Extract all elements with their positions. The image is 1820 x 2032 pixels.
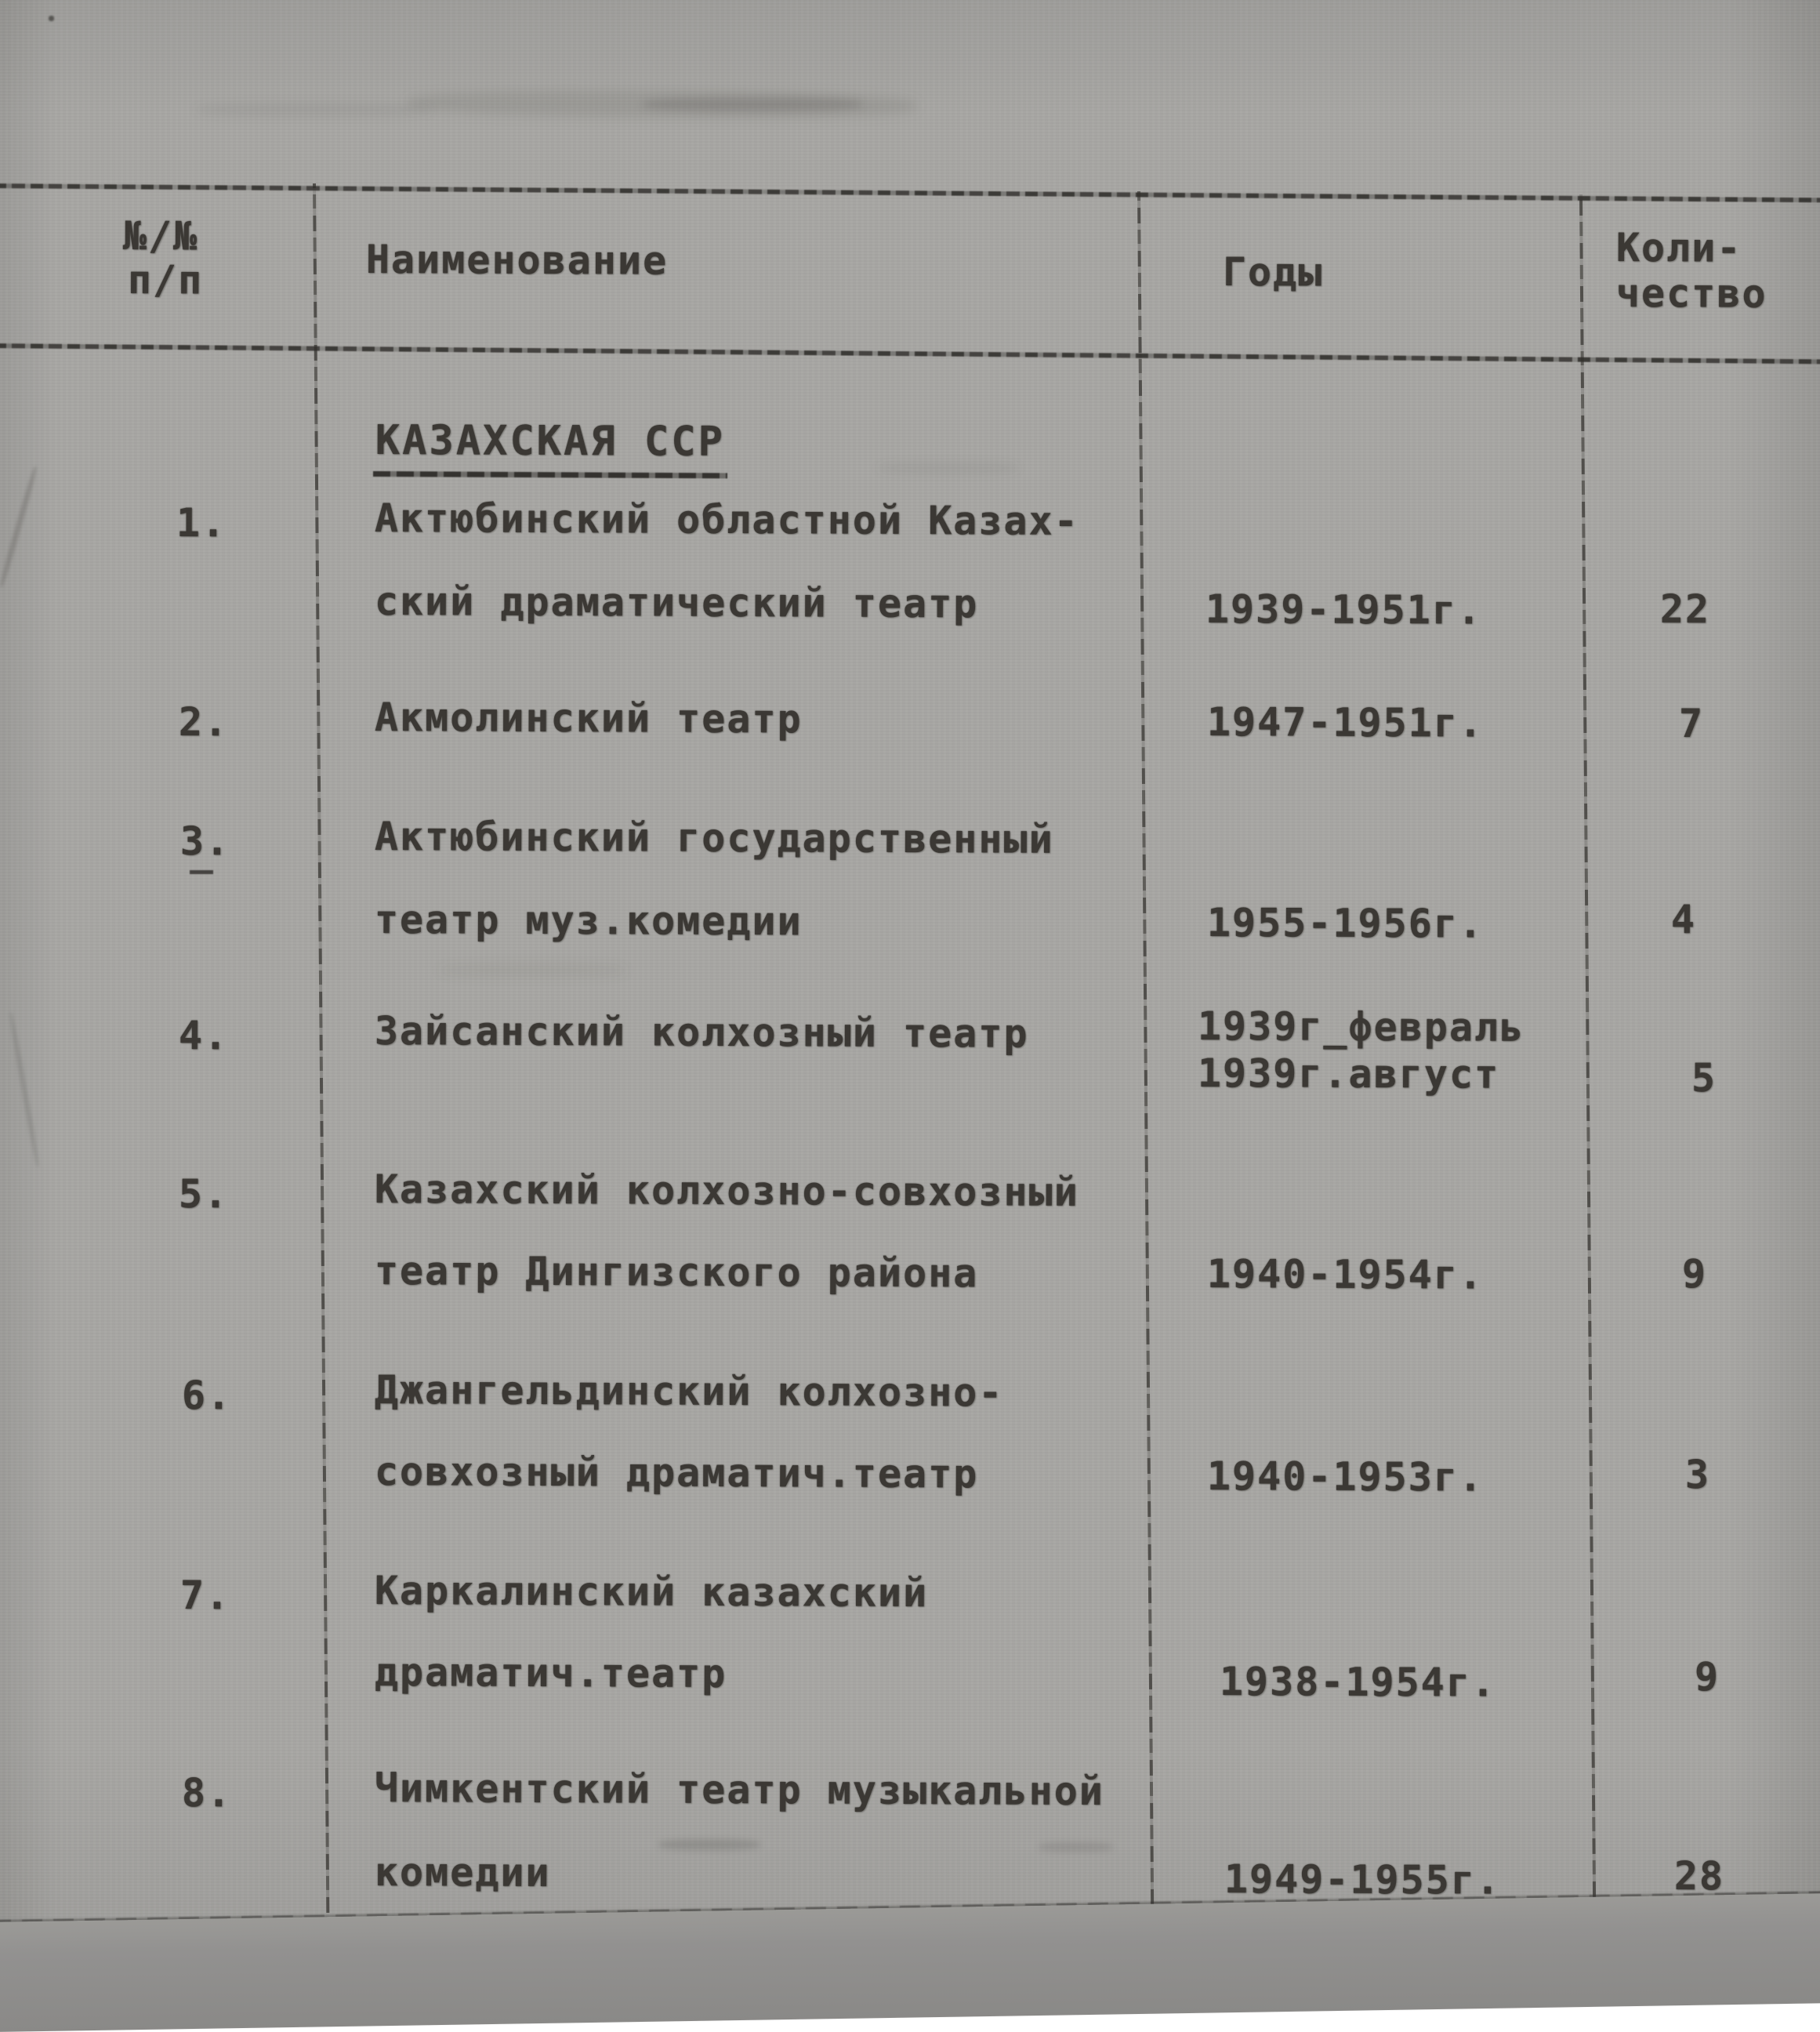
row-name-line: драматич.театр xyxy=(374,1649,727,1696)
row-count: 9 xyxy=(1681,1251,1708,1297)
row-name-line: совхозный драматич.театр xyxy=(374,1449,979,1497)
header-num-line: №/№ xyxy=(122,213,199,259)
row-years-line: 1949-1955г. xyxy=(1224,1856,1502,1903)
row-name-line: Чимкентский театр музыкальной xyxy=(374,1765,1104,1815)
row-name-line: Казахский колхозно-совхозный xyxy=(374,1167,1079,1215)
row-count: 5 xyxy=(1691,1055,1717,1101)
row-name-line: Джангельдинский колхозно- xyxy=(374,1367,1004,1416)
row-name-line: Зайсанский колхозный театр xyxy=(374,1008,1029,1057)
paper-background xyxy=(0,0,1820,1938)
header-num-line: п/п xyxy=(127,257,204,303)
row-years-line: 1939-1951г. xyxy=(1205,586,1483,633)
row-number: 2. xyxy=(178,699,230,746)
row-number: 1. xyxy=(176,500,227,546)
row-number: 3. xyxy=(179,818,231,865)
row-count: 28 xyxy=(1673,1853,1725,1900)
header-count-line: Коли- xyxy=(1615,225,1742,271)
row-number: 7. xyxy=(179,1573,231,1619)
row-count: 7 xyxy=(1678,701,1705,747)
header-years-label: Годы xyxy=(1222,249,1324,296)
row-name-line: Акмолинский театр xyxy=(374,695,803,742)
row-years-line: 1955-1956г. xyxy=(1206,900,1485,947)
row-number: 4. xyxy=(178,1013,230,1059)
row-name-line: Актюбинский государственный xyxy=(374,814,1054,862)
row-name-line: театр муз.комедии xyxy=(374,897,803,945)
row-name-line: Каркалинский казахский xyxy=(374,1568,929,1617)
row-name-line: ский драматический театр xyxy=(374,579,979,627)
row-count: 4 xyxy=(1670,897,1697,943)
row-count: 3 xyxy=(1684,1452,1711,1498)
row-number: 8. xyxy=(181,1770,233,1816)
row-number-underline-mark xyxy=(190,870,213,874)
row-number: 6. xyxy=(181,1373,233,1419)
row-name-line: Актюбинский областной Казах- xyxy=(374,495,1079,544)
row-years-line: 1940-1953г. xyxy=(1206,1453,1485,1500)
section-heading: КАЗАХСКАЯ ССР xyxy=(375,417,726,466)
row-number: 5. xyxy=(178,1171,230,1217)
header-count-line: чество xyxy=(1615,270,1767,317)
row-name-line: театр Дингизского района xyxy=(374,1248,979,1297)
row-years-line: 1938-1954г. xyxy=(1219,1659,1497,1706)
row-count: 22 xyxy=(1659,586,1711,633)
row-years-line: 1939г.август xyxy=(1197,1050,1500,1098)
row-name-line: комедии xyxy=(374,1849,551,1896)
row-count: 9 xyxy=(1694,1654,1720,1700)
row-years-line: 1940-1954г. xyxy=(1206,1251,1485,1298)
header-name-label: Наименование xyxy=(365,237,669,284)
row-years-line: 1947-1951г. xyxy=(1206,699,1485,746)
row-years-line: 1939г_февраль xyxy=(1197,1003,1525,1050)
